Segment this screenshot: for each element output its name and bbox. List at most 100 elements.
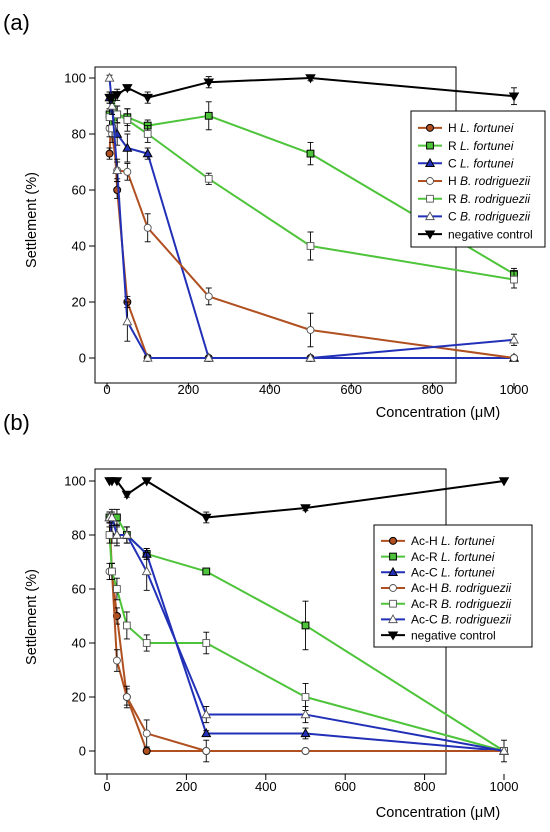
data-point <box>498 477 510 487</box>
series-line <box>108 127 515 359</box>
data-point <box>141 566 152 576</box>
x-tick-label: 400 <box>255 779 277 794</box>
series-6 <box>104 477 510 524</box>
x-tick-label: 0 <box>103 382 110 397</box>
legend-label-prefix: Ac-H <box>411 534 441 548</box>
legend-label-prefix: Ac-C <box>411 565 441 579</box>
legend-item: Ac-H L. fortunei <box>381 534 495 548</box>
legend-marker <box>387 566 399 576</box>
legend-item: H B. rodriguezii <box>418 174 530 188</box>
y-tick-label: 20 <box>72 295 86 310</box>
legend-label-prefix: R <box>448 192 460 206</box>
data-point <box>201 728 212 738</box>
legend-label-prefix: negative control <box>448 227 533 241</box>
data-point <box>510 354 518 362</box>
data-point <box>306 326 315 334</box>
data-point <box>122 84 133 94</box>
x-tick-label: 1000 <box>500 382 529 397</box>
data-point <box>105 149 114 158</box>
x-tick-label: 200 <box>176 779 198 794</box>
legend-marker <box>389 599 397 608</box>
legend-label: Ac-R L. fortunei <box>411 550 495 564</box>
data-point <box>121 529 132 539</box>
legend-label-species: B. rodriguezii <box>441 597 511 611</box>
data-point <box>305 74 316 84</box>
legend-item: R L. fortunei <box>418 139 514 153</box>
data-point <box>202 639 211 647</box>
legend-item: Ac-H B. rodriguezii <box>381 581 511 595</box>
y-axis-label: Settlement (%) <box>24 172 40 268</box>
data-point <box>112 656 121 665</box>
data-point <box>510 275 518 284</box>
legend-item: R B. rodriguezii <box>418 192 530 206</box>
legend-item: C L. fortunei <box>418 156 514 170</box>
y-tick-label: 0 <box>79 351 86 366</box>
legend-item: Ac-R B. rodriguezii <box>381 597 511 611</box>
data-point <box>111 529 122 539</box>
legend-item: H L. fortunei <box>418 121 514 135</box>
legend-marker <box>426 194 434 203</box>
legend-label-species: B. rodriguezii <box>441 613 511 627</box>
data-point <box>142 729 151 738</box>
legend-label-prefix: R <box>448 139 460 153</box>
legend-marker <box>424 230 436 240</box>
data-point <box>300 728 311 738</box>
data-point <box>143 223 152 232</box>
panel-letter: (a) <box>3 10 30 35</box>
y-tick-label: 80 <box>72 528 86 543</box>
x-axis-label: Concentration (μM) <box>376 405 500 421</box>
legend-label-species: L. fortunei <box>441 565 495 579</box>
legend-marker <box>424 157 436 167</box>
data-point <box>305 352 316 362</box>
y-tick-label: 60 <box>72 582 86 597</box>
legend-label-species: B. rodriguezii <box>460 174 530 188</box>
x-tick-label: 600 <box>340 382 362 397</box>
y-tick-label: 40 <box>72 636 86 651</box>
data-point <box>122 621 131 630</box>
y-axis-label: Settlement (%) <box>24 569 40 665</box>
legend-label-species: L. fortunei <box>460 139 514 153</box>
y-tick-label: 80 <box>72 127 86 142</box>
data-point <box>122 142 133 152</box>
series-line <box>109 480 505 519</box>
series-line <box>109 570 504 752</box>
legend-item: negative control <box>381 628 496 642</box>
data-point <box>108 567 116 576</box>
legend-label-species: B. rodriguezii <box>460 210 530 224</box>
legend-box <box>373 524 533 648</box>
panel-letter: (b) <box>3 410 30 435</box>
x-tick-label: 200 <box>178 382 200 397</box>
data-point <box>106 512 117 522</box>
legend-marker <box>389 584 397 592</box>
legend-label: R B. rodriguezii <box>448 192 530 206</box>
legend-label: Ac-H B. rodriguezii <box>411 581 511 595</box>
legend-label-prefix: C <box>448 156 460 170</box>
legend-label-prefix: H <box>448 174 460 188</box>
legend-label-prefix: Ac-R <box>411 597 441 611</box>
legend-label: Ac-R B. rodriguezii <box>411 597 511 611</box>
legend-label-prefix: C <box>448 210 460 224</box>
x-axis-label: Concentration (μM) <box>376 805 500 821</box>
x-tick-label: 1000 <box>490 779 519 794</box>
legend-marker <box>389 552 397 561</box>
data-point <box>203 352 214 362</box>
legend-label: C L. fortunei <box>448 156 514 170</box>
data-point <box>204 292 213 301</box>
data-point <box>105 531 114 539</box>
legend-label-species: B. rodriguezii <box>441 581 511 595</box>
data-point <box>204 174 213 183</box>
data-point <box>201 709 212 719</box>
data-point <box>300 504 311 514</box>
data-point <box>202 747 211 755</box>
x-tick-label: 800 <box>422 382 444 397</box>
legend-label: negative control <box>411 628 496 642</box>
legend-label-prefix: Ac-R <box>411 550 441 564</box>
legend-label: H B. rodriguezii <box>448 174 530 188</box>
series-6 <box>104 74 520 106</box>
legend-label-species: B. rodriguezii <box>460 192 530 206</box>
data-point <box>113 585 121 593</box>
legend-marker <box>389 536 397 545</box>
legend-marker <box>387 631 399 641</box>
